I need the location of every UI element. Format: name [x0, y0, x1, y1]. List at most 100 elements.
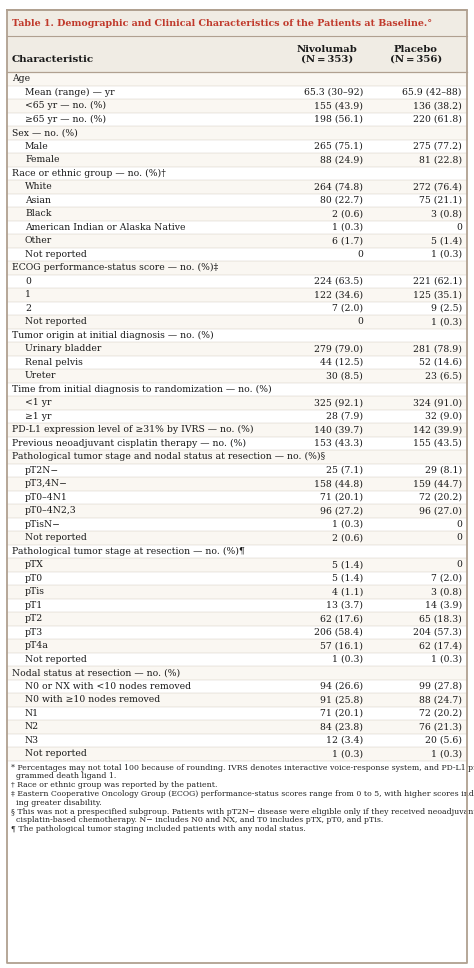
Text: pT1: pT1: [25, 601, 43, 610]
Text: 204 (57.3): 204 (57.3): [413, 628, 462, 637]
Text: ing greater disability.: ing greater disability.: [11, 799, 102, 806]
Text: N0 or NX with <10 nodes removed: N0 or NX with <10 nodes removed: [25, 681, 191, 691]
Text: 9 (2.5): 9 (2.5): [431, 304, 462, 313]
Text: 0: 0: [357, 318, 363, 326]
Text: 88 (24.9): 88 (24.9): [320, 155, 363, 165]
Text: White: White: [25, 182, 53, 192]
Bar: [7, 112, 467, 126]
Text: pT0–4N2,3: pT0–4N2,3: [25, 506, 77, 515]
Text: Pathological tumor stage at resection — no. (%)¶: Pathological tumor stage at resection — …: [12, 547, 245, 556]
Text: 1 (0.3): 1 (0.3): [431, 654, 462, 664]
Text: 23 (6.5): 23 (6.5): [425, 372, 462, 380]
Text: ‡ Eastern Cooperative Oncology Group (ECOG) performance-status scores range from: ‡ Eastern Cooperative Oncology Group (EC…: [11, 790, 474, 798]
Text: 6 (1.7): 6 (1.7): [332, 236, 363, 245]
Bar: [7, 437, 467, 450]
Text: * Percentages may not total 100 because of rounding. IVRS denotes interactive vo: * Percentages may not total 100 because …: [11, 764, 474, 771]
Text: 1 (0.3): 1 (0.3): [431, 318, 462, 326]
Bar: [7, 477, 467, 491]
Bar: [7, 85, 467, 99]
Bar: [7, 221, 467, 234]
Text: Characteristic: Characteristic: [12, 55, 94, 64]
Bar: [7, 261, 467, 275]
Text: 75 (21.1): 75 (21.1): [419, 196, 462, 205]
Bar: [7, 139, 467, 153]
Text: N3: N3: [25, 736, 39, 744]
Bar: [7, 72, 467, 85]
Text: <65 yr — no. (%): <65 yr — no. (%): [25, 102, 106, 110]
Text: 0: 0: [456, 560, 462, 569]
Text: 2 (0.6): 2 (0.6): [332, 533, 363, 542]
Text: 159 (44.7): 159 (44.7): [413, 479, 462, 488]
Text: pT0–4N1: pT0–4N1: [25, 493, 68, 501]
Text: 84 (23.8): 84 (23.8): [320, 722, 363, 731]
Text: 220 (61.8): 220 (61.8): [413, 115, 462, 124]
Text: pT4a: pT4a: [25, 641, 49, 650]
Text: Placebo: Placebo: [394, 45, 438, 54]
Text: pTisN−: pTisN−: [25, 520, 61, 529]
Text: ¶ The pathological tumor staging included patients with any nodal status.: ¶ The pathological tumor staging include…: [11, 825, 306, 833]
Bar: [7, 409, 467, 423]
Text: 5 (1.4): 5 (1.4): [431, 236, 462, 245]
Bar: [7, 99, 467, 112]
Text: Sex — no. (%): Sex — no. (%): [12, 128, 78, 137]
Text: pT2: pT2: [25, 615, 43, 623]
Text: Nodal status at resection — no. (%): Nodal status at resection — no. (%): [12, 668, 180, 678]
Text: Tumor origin at initial diagnosis — no. (%): Tumor origin at initial diagnosis — no. …: [12, 331, 214, 340]
Bar: [7, 612, 467, 625]
Text: pTis: pTis: [25, 588, 45, 596]
Text: 0: 0: [456, 533, 462, 542]
Text: 1 (0.3): 1 (0.3): [332, 654, 363, 664]
Text: 32 (9.0): 32 (9.0): [425, 411, 462, 421]
Text: 3 (0.8): 3 (0.8): [431, 588, 462, 596]
Text: § This was not a prespecified subgroup. Patients with pT2N− disease were eligibl: § This was not a prespecified subgroup. …: [11, 807, 474, 815]
Text: 125 (35.1): 125 (35.1): [413, 290, 462, 299]
Text: N0 with ≥10 nodes removed: N0 with ≥10 nodes removed: [25, 695, 160, 705]
Text: Previous neoadjuvant cisplatin therapy — no. (%): Previous neoadjuvant cisplatin therapy —…: [12, 439, 246, 448]
Text: 2 (0.6): 2 (0.6): [332, 209, 363, 218]
Text: 0: 0: [357, 250, 363, 258]
Text: 0: 0: [456, 223, 462, 231]
Text: N1: N1: [25, 709, 39, 717]
Bar: [7, 707, 467, 720]
Text: 65.9 (42–88): 65.9 (42–88): [402, 88, 462, 97]
Text: Asian: Asian: [25, 196, 51, 205]
Bar: [7, 585, 467, 598]
Text: 265 (75.1): 265 (75.1): [314, 141, 363, 151]
Text: 12 (3.4): 12 (3.4): [326, 736, 363, 744]
Text: 96 (27.2): 96 (27.2): [320, 506, 363, 515]
Text: 140 (39.7): 140 (39.7): [314, 425, 363, 435]
Text: Urinary bladder: Urinary bladder: [25, 345, 101, 353]
Bar: [7, 558, 467, 571]
Bar: [7, 248, 467, 261]
Text: 0: 0: [456, 520, 462, 529]
Text: Age: Age: [12, 75, 30, 83]
Bar: [7, 518, 467, 531]
Bar: [7, 180, 467, 194]
Bar: [7, 464, 467, 477]
Text: cisplatin-based chemotherapy. N− includes N0 and NX, and T0 includes pTX, pT0, a: cisplatin-based chemotherapy. N− include…: [11, 816, 383, 825]
Text: 136 (38.2): 136 (38.2): [413, 102, 462, 110]
Text: 88 (24.7): 88 (24.7): [419, 695, 462, 705]
Text: 14 (3.9): 14 (3.9): [425, 601, 462, 610]
Text: ≥65 yr — no. (%): ≥65 yr — no. (%): [25, 114, 106, 124]
Text: pT0: pT0: [25, 574, 43, 583]
Text: 99 (27.8): 99 (27.8): [419, 681, 462, 691]
Text: Renal pelvis: Renal pelvis: [25, 358, 83, 367]
Text: 1 (0.3): 1 (0.3): [431, 749, 462, 758]
Text: <1 yr: <1 yr: [25, 398, 52, 408]
Bar: [7, 166, 467, 180]
Text: 94 (26.6): 94 (26.6): [320, 681, 363, 691]
Text: ≥1 yr: ≥1 yr: [25, 411, 52, 421]
Text: 57 (16.1): 57 (16.1): [320, 641, 363, 650]
Bar: [7, 544, 467, 558]
Bar: [7, 396, 467, 409]
Bar: [7, 275, 467, 288]
Bar: [7, 234, 467, 248]
Text: Not reported: Not reported: [25, 318, 87, 326]
Text: Female: Female: [25, 155, 60, 165]
Text: 72 (20.2): 72 (20.2): [419, 709, 462, 717]
Text: pT2N−: pT2N−: [25, 466, 59, 474]
Bar: [7, 720, 467, 734]
Bar: [7, 652, 467, 666]
Text: 155 (43.9): 155 (43.9): [314, 102, 363, 110]
